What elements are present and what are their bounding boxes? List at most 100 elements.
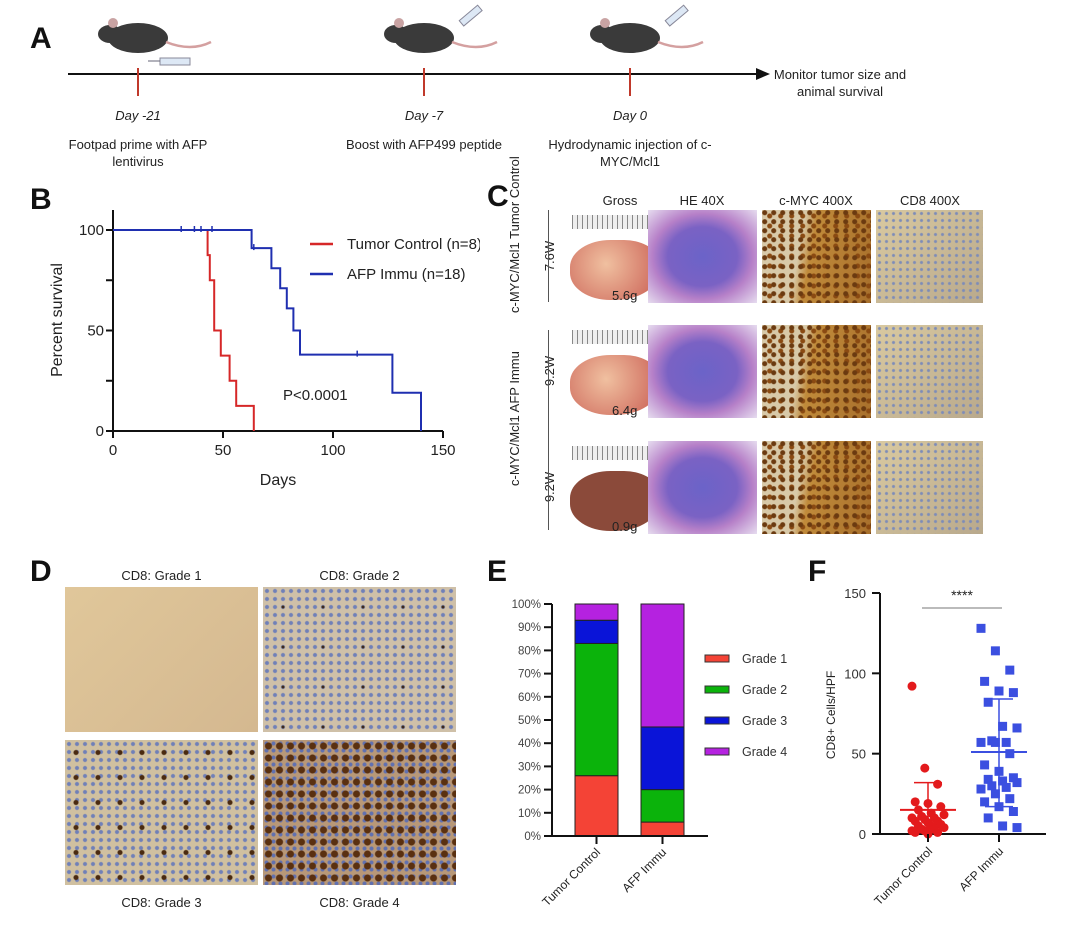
group-label-tumor-control: c-MYC/Mcl1 Tumor Control [507,156,522,313]
data-point [990,646,1000,656]
data-point [907,681,917,691]
data-point [998,821,1008,831]
cd8-grade-label: CD8: Grade 1 [121,568,202,583]
legend-swatch [704,716,730,725]
gross-liver-image [570,355,660,415]
panel-label-f: F [808,555,827,588]
timeline-arrowhead [756,68,770,80]
group-divider [548,330,549,530]
significance-label: **** [951,587,973,603]
data-point [987,781,997,791]
data-point [980,760,990,770]
monitor-label: Monitor tumor size and animal survival [773,67,907,99]
cd8-grade-label: CD8: Grade 2 [319,568,400,583]
cd8-grade-label: CD8: Grade 3 [121,895,202,910]
cmyc-stain-image [762,325,871,418]
week-label: 9.2W [542,471,557,503]
gross-liver-image [570,471,660,531]
data-point [990,737,1000,747]
data-point [1012,723,1022,733]
data-point [983,813,993,823]
cmyc-stain-image [762,210,871,303]
y-tick-label: 30% [518,761,541,773]
timeline-day-label: Day -7 [404,108,444,123]
timeline-desc: Boost with AFP499 peptide [345,137,503,152]
y-tick-label: 10% [518,808,541,820]
panel-label-e: E [487,555,508,588]
data-point [998,776,1008,786]
x-tick-label: 100 [320,442,345,459]
panel-label-b: B [30,183,52,216]
data-point [933,827,943,837]
x-axis-label: Days [260,472,296,489]
data-point [976,737,986,747]
data-point [1008,807,1018,817]
mouse-icon [590,18,704,53]
data-point [976,784,986,794]
x-tick-label: 50 [215,442,232,459]
timeline-desc: Hydrodynamic injection of c-MYC/Mcl1 [548,137,712,169]
ruler-image [572,215,662,229]
panel-label-d: D [30,555,52,588]
week-label: 7.6W [542,240,557,272]
data-point [983,697,993,707]
data-point [1012,778,1022,788]
legend-swatch [704,685,730,694]
data-point [1012,823,1022,833]
y-tick-label: 60% [518,692,541,704]
tumor-weight: 5.6g [612,288,638,303]
data-point [980,676,990,686]
mouse-icon [384,18,498,53]
tumor-weight: 0.9g [612,519,638,534]
cd8-grade-image [65,740,258,885]
legend-label: Grade 3 [742,714,787,728]
y-axis-label: Percent survival [49,263,66,377]
bar-segment-grade-2 [574,642,619,777]
data-point [1001,782,1011,792]
group-divider [548,210,549,302]
mouse-icon [98,18,212,53]
legend-swatch [704,747,730,756]
data-point [976,623,986,633]
p-value-annotation: P<0.0001 [283,387,348,404]
data-point [1005,665,1015,675]
bar-segment-grade-4 [574,603,619,621]
x-tick-label: AFP Immu [956,844,1006,894]
y-tick-label: 50 [852,747,866,762]
bar-segment-grade-1 [640,821,685,837]
timeline-desc: Footpad prime with AFP lentivirus [68,137,208,169]
data-point [994,686,1004,696]
column-header: Gross [602,193,638,208]
syringe-icon [664,4,689,27]
he-stain-image [648,210,757,303]
y-tick-label: 20% [518,785,541,797]
y-tick-label: 0 [96,423,104,440]
week-label: 9.2W [542,355,557,387]
y-tick-label: 100% [512,599,541,611]
y-tick-label: 100 [844,666,866,681]
data-point [1005,749,1015,759]
panel-label-c: C [487,180,509,213]
bar-segment-grade-2 [640,789,685,823]
bar-segment-grade-3 [640,726,685,791]
ruler-image [572,330,662,344]
data-point [1008,773,1018,783]
column-header: HE 40X [679,193,725,208]
he-stain-image [648,441,757,534]
grade-stacked-bar-chart: Tumor Control AFP Immu 0% 10% 20% 30% 40% 50% 60… [512,599,788,909]
y-tick-label: 0% [524,831,541,843]
data-point [983,774,993,784]
y-tick-label: 40% [518,738,541,750]
y-tick-label: 100 [79,222,104,239]
y-tick-label: 80% [518,645,541,657]
x-tick-label: AFP Immu [619,845,669,895]
data-point [990,789,1000,799]
syringe-icon [148,57,191,66]
survival-curve-1 [113,229,422,431]
data-point [920,763,930,773]
y-tick-label: 70% [518,669,541,681]
data-point [910,827,920,837]
legend-label: Grade 2 [742,683,787,697]
y-tick-label: 50% [518,715,541,727]
